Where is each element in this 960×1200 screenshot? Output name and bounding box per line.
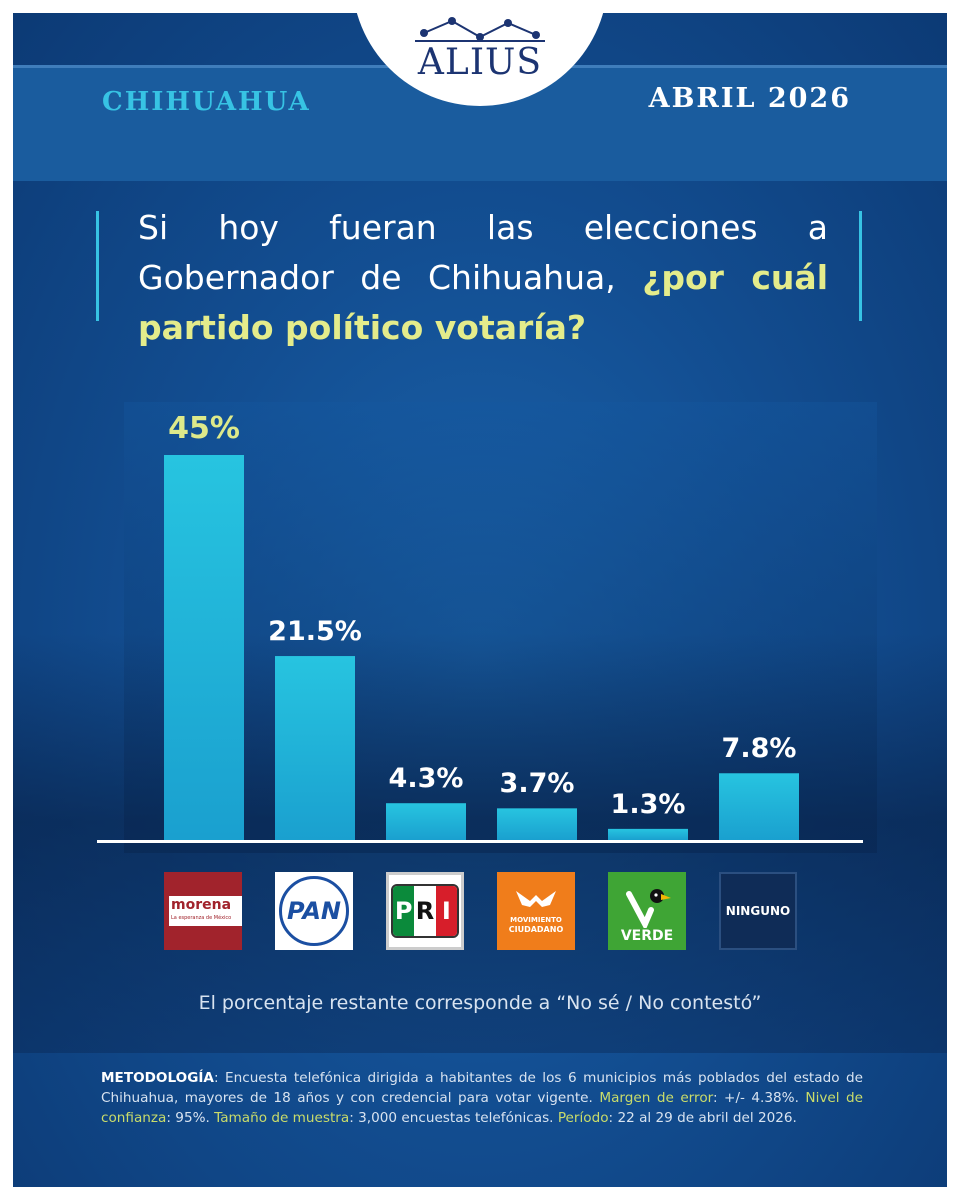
bar-1 xyxy=(275,656,355,840)
question-left-rule xyxy=(96,211,99,321)
margin-label: Margen de error xyxy=(599,1090,713,1106)
bar-0 xyxy=(164,455,244,840)
methodology-text: METODOLOGÍA: Encuesta telefónica dirigid… xyxy=(101,1068,863,1128)
value-label-mc: 3.7% xyxy=(499,768,575,800)
location-label: CHIHUAHUA xyxy=(102,87,311,117)
mc-logo-line1: MOVIMIENTO xyxy=(510,916,562,924)
pan-logo-ring: PAN xyxy=(279,876,349,946)
chart-baseline xyxy=(97,840,863,843)
pri-logo: P R I xyxy=(386,872,464,950)
confidence-value: : 95%. xyxy=(166,1110,210,1126)
confidence-label: Nivel de confianza xyxy=(101,1090,864,1126)
question-text: Si hoy fueran las elecciones a Gobernado… xyxy=(138,208,828,297)
toucan-icon xyxy=(626,889,671,928)
period-label: Período xyxy=(557,1110,609,1126)
pri-letter-p: P xyxy=(393,886,415,936)
survey-question: Si hoy fueran las elecciones a Gobernado… xyxy=(138,203,828,353)
methodology-title: METODOLOGÍA xyxy=(101,1070,214,1086)
bar-4 xyxy=(608,828,688,840)
pri-letter-i: I xyxy=(435,886,457,936)
mc-logo-line2: CIUDADANO xyxy=(508,925,564,934)
pri-letter-r: R xyxy=(414,886,436,936)
verde-logo: VERDE xyxy=(608,872,686,950)
logo-text: ALIUS xyxy=(417,42,543,83)
morena-logo-tagline: La esperanza de México xyxy=(171,915,232,921)
question-right-rule xyxy=(859,211,862,321)
eagle-icon xyxy=(516,891,556,907)
network-chart-icon xyxy=(415,17,545,42)
period-value: : 22 al 29 de abril del 2026. xyxy=(608,1110,797,1126)
date-label: ABRIL 2026 xyxy=(648,83,851,114)
morena-logo: morena La esperanza de México xyxy=(164,872,242,950)
bar-3 xyxy=(497,808,577,840)
ninguno-label: NINGUNO xyxy=(725,904,791,918)
movimiento-ciudadano-logo: MOVIMIENTO CIUDADANO xyxy=(497,872,575,950)
ninguno-tile: NINGUNO xyxy=(719,872,797,950)
bar-5 xyxy=(719,773,799,840)
morena-logo-name: morena xyxy=(171,897,232,913)
morena-logo-plate: morena La esperanza de México xyxy=(169,896,242,926)
pri-logo-flag: P R I xyxy=(391,884,459,938)
pan-logo-name: PAN xyxy=(286,897,342,925)
remaining-percentage-note: El porcentaje restante corresponde a “No… xyxy=(198,992,762,1014)
sample-label: Tamaño de muestra xyxy=(214,1110,350,1126)
bar-2 xyxy=(386,803,466,840)
value-label-ninguno: 7.8% xyxy=(721,733,797,765)
value-label-verde: 1.3% xyxy=(610,788,686,820)
methodology-description: : Encuesta telefónica dirigida a habitan… xyxy=(101,1070,863,1106)
value-label-pri: 4.3% xyxy=(388,763,464,795)
value-label-morena: 45% xyxy=(168,411,240,446)
pan-logo: PAN xyxy=(275,872,353,950)
sample-value: : 3,000 encuestas telefónicas. xyxy=(349,1110,554,1126)
margin-value: : +/- 4.38%. xyxy=(713,1090,799,1106)
question-highlight: ¿por cuál partido político votaría? xyxy=(138,258,829,347)
verde-logo-name: VERDE xyxy=(620,928,674,944)
value-label-pan: 21.5% xyxy=(268,616,362,648)
